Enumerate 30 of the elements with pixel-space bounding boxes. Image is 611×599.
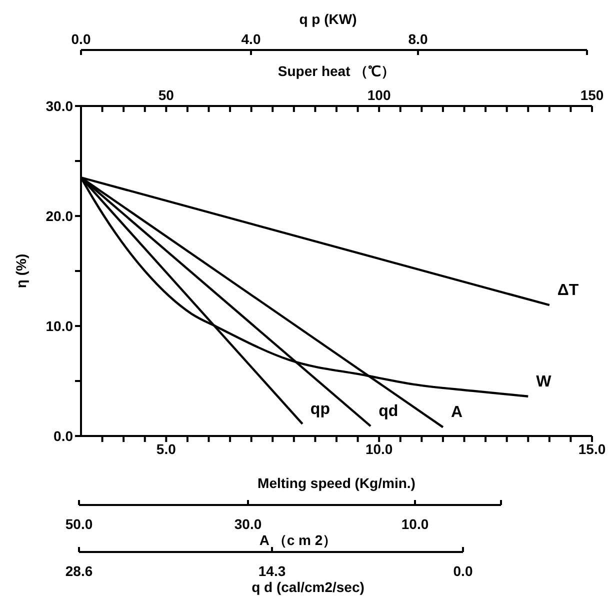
y-tick-label: 10.0 — [46, 318, 74, 334]
series-label: W — [536, 373, 552, 390]
x-axis-title: Melting speed (Kg/min.) — [258, 475, 416, 491]
text: 4.0 — [241, 31, 261, 47]
x2-tick-label: 50 — [158, 87, 174, 103]
x2-tick-label: 100 — [367, 87, 391, 103]
text: q p (KW) — [299, 11, 357, 27]
series-label: A — [450, 404, 463, 422]
text: 50.0 — [65, 516, 93, 532]
y-axis-title: η (%) — [12, 254, 29, 288]
x-tick-label: 5.0 — [156, 440, 176, 457]
x2-axis-title: Super heat （℃） — [278, 63, 396, 79]
text: 8.0 — [408, 31, 428, 47]
y-tick-label: 20.0 — [46, 208, 74, 224]
series-label: qd — [378, 403, 398, 420]
series-label: qp — [310, 400, 330, 418]
text: 0.0 — [453, 563, 473, 579]
x-tick-label: 10.0 — [365, 440, 393, 457]
text: 10.0 — [401, 516, 429, 532]
series-label: ΔT — [557, 282, 579, 300]
text: 0.0 — [71, 31, 91, 47]
text: 30.0 — [234, 516, 262, 532]
text: A （c m 2） — [259, 532, 337, 548]
y-tick-label: 0.0 — [54, 428, 74, 444]
text: 14.3 — [258, 563, 286, 579]
y-tick-label: 30.0 — [46, 98, 74, 114]
x2-tick-label: 150 — [580, 87, 604, 103]
x-tick-label: 15.0 — [578, 440, 606, 457]
text: q d (cal/cm2/sec) — [252, 579, 364, 595]
text: 28.6 — [65, 563, 93, 579]
